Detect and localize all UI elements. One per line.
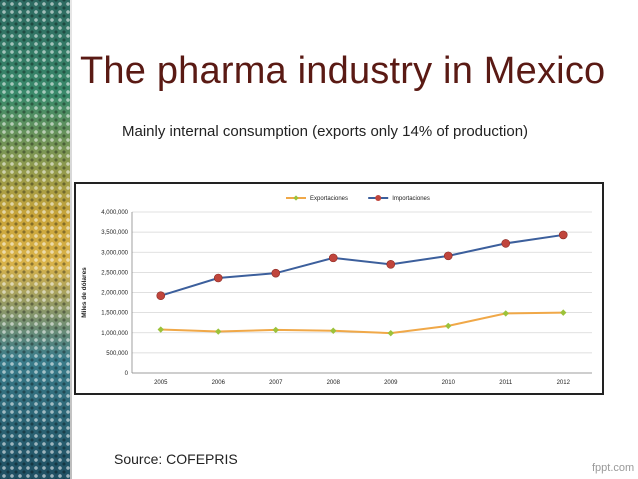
data-point-importaciones	[328, 253, 338, 263]
line-chart: 0 500,000 1,000,000 1,500,000 2,000,000 2,500…	[81, 195, 592, 386]
data-point-importaciones	[213, 273, 223, 283]
data-point-exportaciones	[560, 309, 567, 316]
x-tick-label: 2005	[154, 380, 168, 386]
source-note: Source: COFEPRIS	[114, 451, 238, 467]
series-line-importaciones	[160, 233, 564, 297]
x-tick-label: 2010	[442, 380, 456, 386]
x-tick-label: 2011	[499, 380, 513, 386]
legend-label-importaciones: Importaciones	[392, 196, 430, 202]
footer-logo: fppt.com	[592, 462, 635, 474]
data-point-exportaciones	[215, 328, 222, 335]
chart-frame: 0 500,000 1,000,000 1,500,000 2,000,000 2,500…	[74, 182, 604, 395]
legend-label-exportaciones: Exportaciones	[310, 196, 348, 202]
decorative-side-strip	[0, 0, 70, 479]
x-tick-label: 2008	[327, 380, 341, 386]
series-line-exportaciones	[160, 311, 564, 335]
data-point-importaciones	[386, 260, 396, 269]
y-tick-label: 4,000,000	[101, 210, 128, 216]
x-tick-label: 2007	[269, 380, 283, 386]
legend-marker-importaciones	[375, 195, 382, 201]
data-point-exportaciones	[272, 326, 279, 334]
x-tick-label: 2012	[557, 380, 571, 386]
y-tick-label: 0	[125, 371, 129, 377]
y-tick-label: 3,500,000	[101, 230, 128, 236]
y-tick-label: 2,000,000	[101, 291, 128, 297]
slide-subtitle: Mainly internal consumption (exports onl…	[122, 123, 529, 140]
y-tick-label: 1,500,000	[101, 311, 128, 317]
side-strip-edge	[70, 0, 72, 479]
x-tick-label: 2006	[212, 380, 226, 386]
y-tick-label: 3,000,000	[101, 250, 128, 256]
data-point-importaciones	[271, 268, 281, 278]
legend-marker-exportaciones	[293, 195, 299, 201]
x-tick-label: 2009	[384, 380, 398, 386]
data-point-importaciones	[558, 230, 568, 240]
data-point-exportaciones	[387, 329, 394, 337]
data-point-exportaciones	[157, 326, 164, 333]
data-point-importaciones	[156, 291, 166, 301]
slide-title: The pharma industry in Mexico	[80, 50, 606, 92]
y-axis-title: Miles de dólares	[81, 267, 88, 318]
data-point-exportaciones	[330, 327, 337, 334]
y-tick-label: 2,500,000	[101, 270, 128, 276]
data-point-exportaciones	[445, 322, 452, 330]
y-tick-label: 1,000,000	[101, 331, 128, 337]
data-point-exportaciones	[502, 310, 509, 317]
y-tick-label: 500,000	[106, 351, 128, 357]
data-point-importaciones	[443, 251, 453, 261]
data-point-importaciones	[501, 239, 511, 248]
